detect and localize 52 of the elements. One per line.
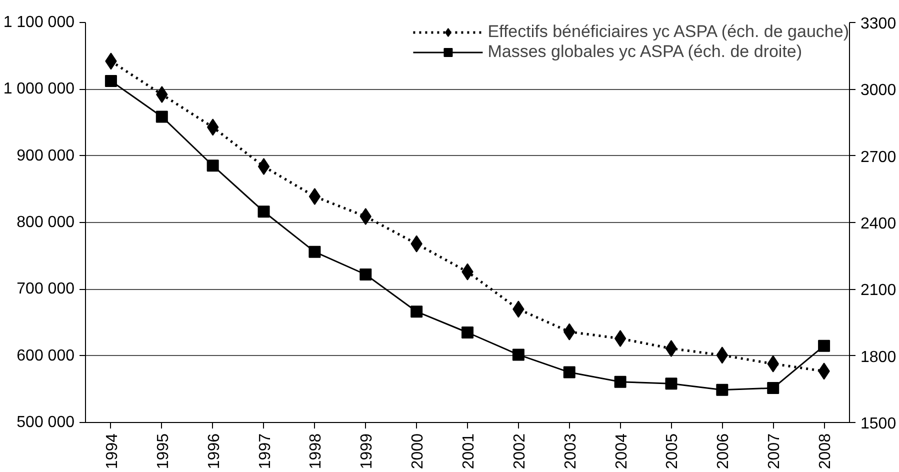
- point: [410, 306, 423, 318]
- point: [156, 86, 168, 103]
- y-tick-label: 500 000: [16, 414, 75, 431]
- y-tick-label: 900 000: [16, 147, 75, 164]
- x-tick-label: 2008: [817, 433, 834, 470]
- x-tick-label: 1994: [104, 433, 121, 470]
- point: [614, 330, 626, 347]
- y2-tick-label: 1500: [860, 416, 896, 432]
- point: [206, 160, 219, 172]
- x-tick-label: 2006: [715, 433, 732, 470]
- point: [563, 366, 576, 378]
- point: [818, 340, 830, 352]
- point: [104, 74, 117, 87]
- point: [360, 208, 372, 225]
- legend-label: Masses globales yc ASPA (éch. de droite): [488, 42, 802, 62]
- point: [308, 246, 321, 258]
- x-tick-label: 2004: [613, 433, 630, 470]
- x-tick-label: 2005: [664, 433, 682, 470]
- point: [462, 326, 474, 338]
- x-tick-label: 1998: [308, 433, 325, 470]
- x-tick-label: 1995: [154, 433, 172, 470]
- point: [308, 188, 321, 205]
- x-tick-label: 1997: [256, 433, 274, 470]
- x-tick-label: 2002: [511, 433, 528, 470]
- y-tick-label: 700 000: [16, 280, 75, 298]
- point: [512, 348, 524, 361]
- point: [258, 206, 270, 218]
- point: [665, 340, 678, 357]
- y-tick-label: 800 000: [16, 214, 75, 231]
- x-tick-label: 2001: [460, 433, 478, 470]
- point: [614, 376, 626, 388]
- y2-tick-label: 3300: [860, 16, 896, 32]
- y2-tick-label: 1800: [860, 348, 896, 366]
- point: [156, 110, 168, 123]
- point: [716, 384, 728, 396]
- y2-tick-label: 2700: [860, 148, 896, 166]
- point: [360, 268, 372, 280]
- x-tick-label: 2000: [410, 433, 427, 470]
- legend-label: Effectifs bénéficiaires yc ASPA (éch. de gauche): [488, 22, 849, 42]
- y2-tick-label: 2100: [860, 282, 896, 300]
- y2-tick-label: 2400: [860, 216, 896, 232]
- y-tick-label: 1 000 000: [3, 80, 75, 98]
- point: [258, 158, 270, 175]
- point: [767, 382, 780, 394]
- y-tick-label: 1 100 000: [3, 14, 75, 31]
- x-tick-label: 2003: [562, 433, 580, 470]
- x-tick-label: 2007: [766, 433, 784, 470]
- point: [665, 378, 678, 390]
- x-tick-label: 1999: [358, 433, 376, 470]
- y-tick-label: 600 000: [16, 347, 75, 364]
- y2-tick-label: 3000: [860, 82, 896, 100]
- x-tick-label: 1996: [206, 433, 223, 470]
